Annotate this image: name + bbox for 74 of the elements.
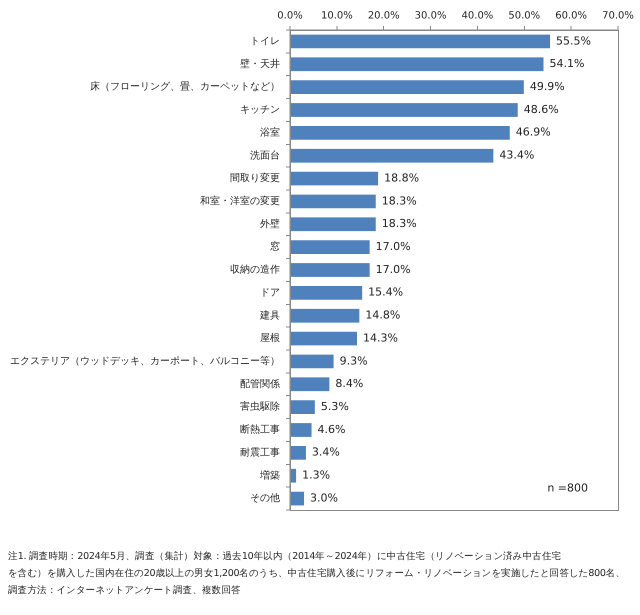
bar xyxy=(290,332,358,346)
y-tick-label: 建具 xyxy=(259,309,280,322)
y-tick-label: 窓 xyxy=(270,240,280,253)
x-tick-label: 50.0% xyxy=(508,10,540,22)
data-label: 15.4% xyxy=(368,286,404,299)
y-tick-label: 壁・天井 xyxy=(240,58,280,70)
x-tick-label: 40.0% xyxy=(462,10,494,22)
y-tick-label: その他 xyxy=(250,492,280,504)
y-tick-label: 耐震工事 xyxy=(240,446,280,458)
data-label: 4.6% xyxy=(318,422,346,436)
annotation: n =800 xyxy=(547,481,588,494)
data-label: 18.3% xyxy=(382,194,417,208)
bar xyxy=(290,217,376,232)
bar xyxy=(290,286,362,300)
text: を含む）を購入した国内在住の20歳以上の男女1,200名のうち、中古住宅購入後にリフォーム・リノベーションを実施したと回答した800名、 xyxy=(8,567,626,581)
y-tick-label: 間取り変更 xyxy=(230,172,280,184)
x-tick-label: 60.0% xyxy=(555,10,588,22)
bar xyxy=(290,148,494,163)
y-tick-label: 増築 xyxy=(259,469,280,482)
bar xyxy=(290,308,360,323)
x-tick-label: 30.0% xyxy=(414,10,446,22)
data-label: 3.4% xyxy=(312,446,340,459)
bar xyxy=(290,172,378,186)
x-tick-label: 10.0% xyxy=(320,10,353,22)
y-tick-label: 和室・洋室の変更 xyxy=(200,195,280,208)
bar xyxy=(290,194,376,208)
y-tick-label: ドア xyxy=(260,287,280,298)
x-tick-label: 0.0% xyxy=(277,10,303,22)
text: 調査方法：インターネットアンケート調査、複数回答 xyxy=(8,584,242,598)
y-tick-label: 浴室 xyxy=(260,126,280,138)
bar xyxy=(290,34,550,48)
y-tick-label: トイレ xyxy=(250,36,280,48)
y-tick-label: 床（フローリング、畳、カーペットなど） xyxy=(90,80,280,93)
y-tick-label: 洗面台 xyxy=(250,149,280,162)
y-tick-label: 害虫駆除 xyxy=(240,400,280,413)
y-tick-label: 配管関係 xyxy=(240,378,280,390)
y-tick-label: エクステリア（ウッドデッキ、カーポート、バルコニー等） xyxy=(10,355,280,368)
data-label: 55.5% xyxy=(556,34,592,48)
data-label: 49.9% xyxy=(530,80,565,93)
y-tick-label: 屋根 xyxy=(260,332,280,344)
y-tick-label: 外壁 xyxy=(260,218,280,230)
bar xyxy=(290,80,524,94)
bar xyxy=(290,492,304,506)
bar xyxy=(290,354,334,368)
data-label: 18.8% xyxy=(384,171,420,184)
data-label: 46.9% xyxy=(516,126,551,139)
y-tick-label: 断熱工事 xyxy=(240,424,280,436)
bar xyxy=(290,263,370,277)
bar xyxy=(290,240,370,254)
x-tick-label: 20.0% xyxy=(368,10,400,22)
data-label: 17.0% xyxy=(376,240,411,253)
data-label: 9.3% xyxy=(340,354,368,368)
data-label: 5.3% xyxy=(320,400,349,413)
y-tick-label: キッチン xyxy=(240,104,280,116)
data-label: 43.4% xyxy=(499,148,534,162)
data-label: 3.0% xyxy=(310,491,338,504)
data-label: 54.1% xyxy=(549,57,584,70)
data-label: 48.6% xyxy=(524,102,559,116)
data-label: 18.3% xyxy=(382,217,417,230)
bar xyxy=(290,446,306,460)
bar xyxy=(290,400,315,414)
bar xyxy=(290,423,312,437)
bar xyxy=(290,126,510,140)
bar xyxy=(290,103,518,117)
y-tick-label: 収納の造作 xyxy=(230,264,280,276)
text: 注1. 調査時期：2024年5月、調査（集計）対象：過去10年以内（2014年～2024年）に中古住宅（リノベーション済み中古住宅 xyxy=(8,550,562,564)
data-label: 1.3% xyxy=(302,468,330,482)
x-tick-label: 70.0% xyxy=(602,10,634,22)
bar xyxy=(290,57,544,72)
data-label: 14.8% xyxy=(365,308,400,322)
data-label: 14.3% xyxy=(363,331,398,344)
data-label: 8.4% xyxy=(335,377,364,390)
data-label: 17.0% xyxy=(376,262,411,276)
bar xyxy=(290,377,330,392)
